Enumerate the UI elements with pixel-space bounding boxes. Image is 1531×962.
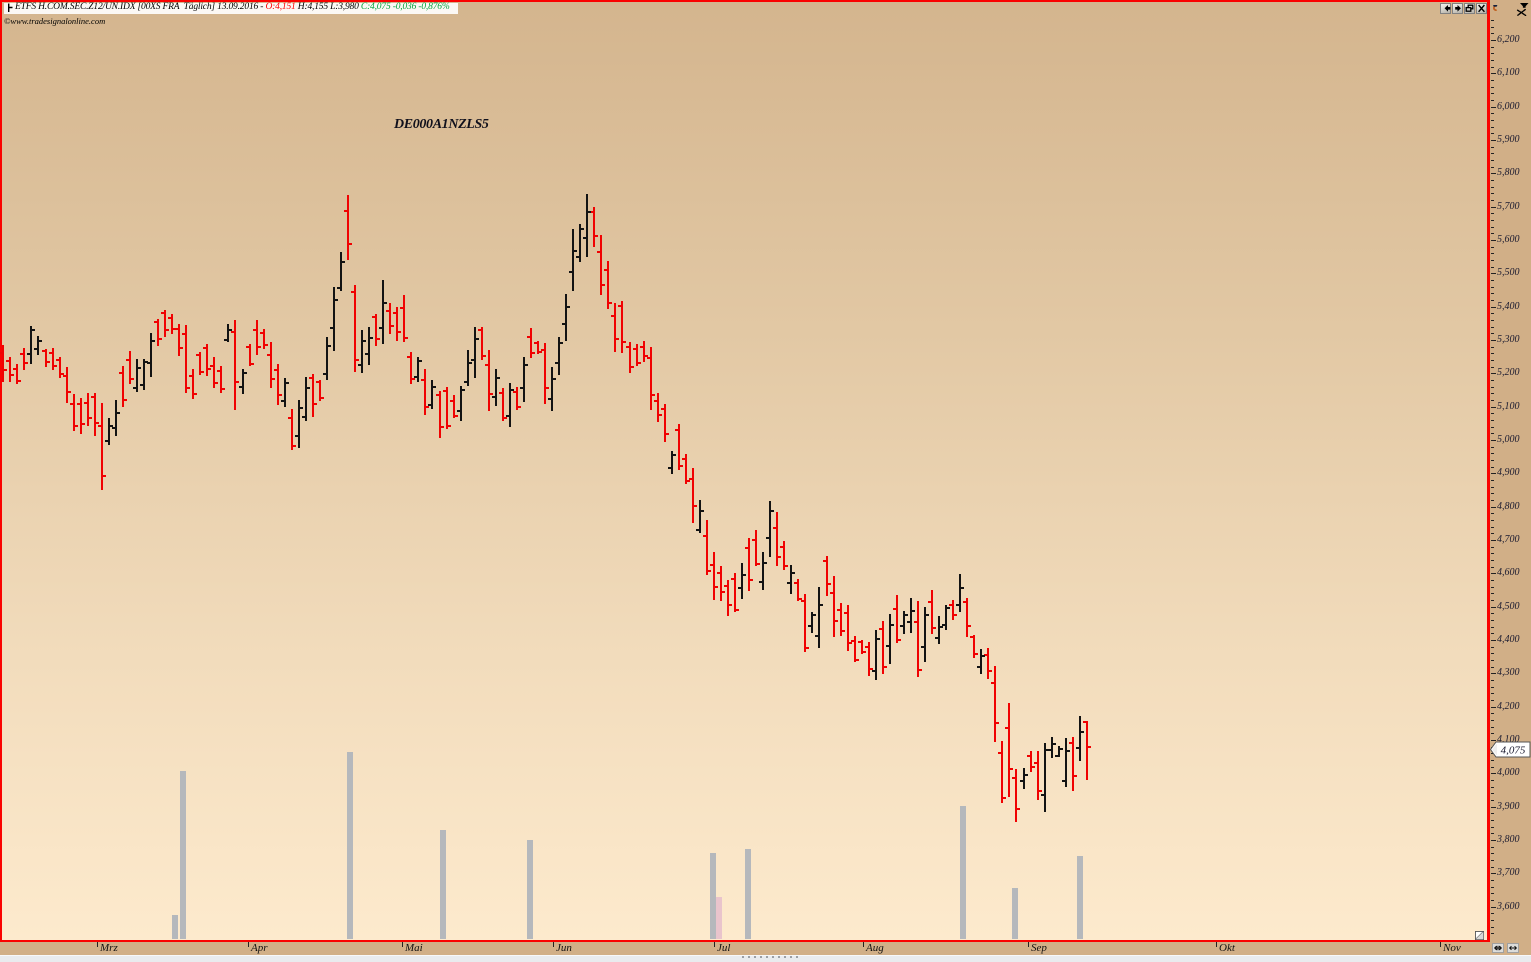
svg-text:4,075: 4,075 — [1501, 745, 1526, 757]
